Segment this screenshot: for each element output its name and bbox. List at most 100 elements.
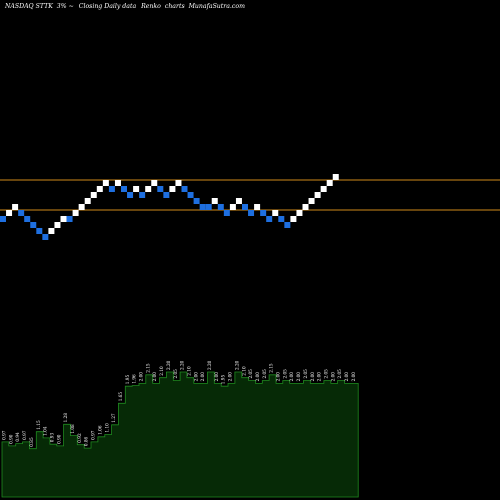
renko-brick [260, 210, 267, 216]
renko-brick [54, 222, 61, 228]
renko-brick [332, 174, 339, 180]
renko-brick [242, 204, 248, 210]
renko-brick [66, 216, 73, 222]
renko-brick [108, 186, 115, 192]
volume-value-label: 2.10 [186, 366, 191, 376]
volume-value-label: 2.10 [159, 366, 164, 376]
renko-brick [326, 180, 333, 186]
description-label: Closing Daily data [79, 3, 137, 10]
volume-value-label: 2.00 [351, 372, 356, 382]
volume-panel: 0.97 0.90 0.94 0.970.851.151.040.93 0.901.28… [1, 360, 359, 498]
renko-brick [217, 204, 224, 210]
volume-value-label: 2.05 [337, 369, 342, 379]
volume-value-label: 1.95 [221, 375, 226, 385]
renko-brick [320, 186, 327, 192]
renko-brick [187, 192, 194, 198]
volume-value-label: 2.05 [282, 369, 287, 379]
volume-value-label: 2.00 [228, 372, 233, 382]
volume-value-label: 0.90 [8, 434, 13, 444]
volume-value-label: 1.96 [132, 374, 137, 384]
renko-brick [121, 186, 127, 192]
volume-value-label: 1.28 [63, 413, 68, 423]
renko-brick [102, 180, 109, 186]
renko-brick [229, 204, 236, 210]
renko-brick [133, 186, 140, 192]
volume-value-label: 1.10 [104, 423, 109, 433]
site-label: MunafaSutra.com [188, 3, 245, 10]
volume-value-label: 2.00 [310, 372, 315, 382]
renko-brick [308, 198, 315, 204]
renko-brick [145, 186, 152, 192]
renko-brick [96, 186, 103, 192]
chart-title: NASDAQ STTK 3% ~ Closing Daily data Renk… [4, 3, 245, 10]
renko-brick [223, 210, 230, 216]
renko-brick [78, 204, 85, 210]
volume-value-label: 2.00 [344, 372, 349, 382]
volume-value-label: 2.00 [139, 372, 144, 382]
renko-brick [18, 210, 25, 216]
change-label: 3% ~ [57, 3, 74, 10]
renko-brick [12, 204, 19, 210]
volume-value-label: 2.05 [248, 369, 253, 379]
renko-brick [199, 204, 206, 210]
renko-brick [84, 198, 91, 204]
renko-brick [169, 186, 176, 192]
volume-value-label: 1.27 [111, 413, 116, 423]
renko-brick [193, 198, 200, 204]
volume-value-label: 1.04 [43, 426, 48, 436]
volume-value-label: 0.94 [15, 432, 20, 442]
renko-brick [254, 204, 261, 210]
renko-brick [139, 192, 146, 198]
volume-value-label: 0.97 [22, 430, 27, 440]
suffix-label: charts [165, 3, 185, 10]
renko-brick [0, 216, 6, 222]
volume-value-label: 1.95 [125, 375, 130, 385]
renko-brick [290, 216, 297, 222]
volume-value-label: 0.97 [2, 430, 7, 440]
volume-value-label: 1.15 [36, 420, 41, 430]
renko-bricks [0, 174, 339, 240]
volume-value-label: 0.92 [77, 433, 82, 443]
renko-brick [266, 216, 273, 222]
renko-brick [36, 228, 43, 234]
volume-value-label: 2.05 [173, 369, 178, 379]
volume-value-label: 2.00 [214, 372, 219, 382]
renko-brick [235, 198, 242, 204]
symbol-label: NASDAQ STTK [4, 3, 53, 10]
volume-value-label: 0.97 [91, 430, 96, 440]
renko-brick [181, 186, 188, 192]
renko-brick [205, 204, 212, 210]
volume-value-label: 1.08 [70, 424, 75, 434]
volume-value-label: 2.20 [166, 360, 171, 370]
volume-value-label: 2.10 [241, 366, 246, 376]
renko-brick [314, 192, 321, 198]
volume-value-label: 2.20 [207, 360, 212, 370]
renko-brick [302, 204, 309, 210]
volume-value-label: 2.20 [234, 360, 239, 370]
volume-area [1, 371, 359, 498]
renko-brick [248, 210, 255, 216]
volume-value-label: 2.00 [317, 372, 322, 382]
renko-brick [72, 210, 79, 216]
renko-brick [24, 216, 31, 222]
renko-brick [90, 192, 97, 198]
renko-brick [127, 192, 134, 198]
chart-kind-label: Renko [140, 3, 161, 10]
volume-value-label: 2.00 [276, 372, 281, 382]
volume-value-label: 2.20 [180, 360, 185, 370]
renko-brick [48, 228, 55, 234]
volume-value-label: 2.00 [296, 372, 301, 382]
volume-value-label: 2.15 [145, 363, 150, 373]
renko-brick [60, 216, 67, 222]
volume-value-label: 2.00 [193, 372, 198, 382]
renko-brick [6, 210, 13, 216]
volume-value-label: 2.00 [255, 372, 260, 382]
volume-value-label: 1.65 [118, 392, 123, 402]
volume-value-label: 2.00 [152, 372, 157, 382]
volume-value-label: 1.06 [97, 425, 102, 435]
renko-brick [272, 210, 279, 216]
volume-value-label: 2.05 [303, 369, 308, 379]
renko-brick [175, 180, 182, 186]
volume-value-label: 0.90 [56, 434, 61, 444]
